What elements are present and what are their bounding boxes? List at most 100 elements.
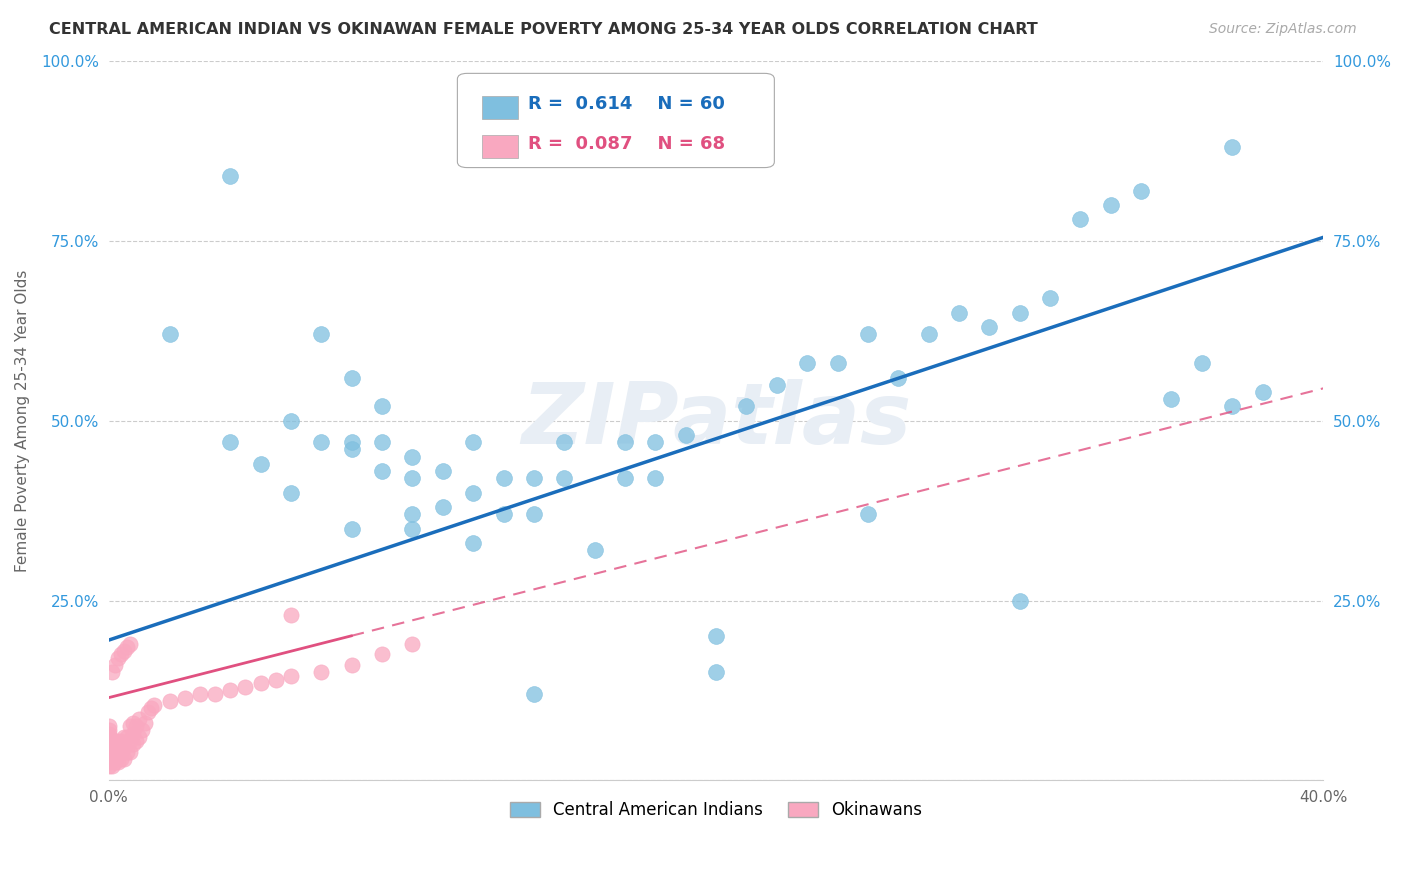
Point — [97, 740, 120, 755]
Point — [143, 698, 166, 712]
Point — [107, 733, 129, 747]
Point — [136, 705, 159, 719]
Point — [110, 752, 132, 766]
Point — [1160, 392, 1182, 406]
Point — [219, 683, 242, 698]
Point — [120, 733, 142, 747]
Point — [97, 759, 120, 773]
Point — [1220, 140, 1243, 154]
Point — [583, 543, 606, 558]
Point — [704, 665, 727, 680]
Point — [122, 726, 145, 740]
Point — [1130, 184, 1153, 198]
Point — [523, 687, 546, 701]
Point — [112, 740, 135, 755]
Legend: Central American Indians, Okinawans: Central American Indians, Okinawans — [503, 795, 929, 826]
Point — [97, 730, 120, 744]
Point — [340, 658, 363, 673]
Point — [219, 435, 242, 450]
Point — [979, 320, 1001, 334]
Point — [463, 536, 485, 550]
Point — [249, 676, 271, 690]
Point — [917, 327, 939, 342]
Point — [235, 680, 257, 694]
Point — [125, 733, 148, 747]
Point — [115, 745, 138, 759]
Point — [128, 712, 150, 726]
Point — [463, 435, 485, 450]
Point — [97, 756, 120, 770]
Point — [120, 745, 142, 759]
Y-axis label: Female Poverty Among 25-34 Year Olds: Female Poverty Among 25-34 Year Olds — [15, 269, 30, 572]
Point — [104, 733, 127, 747]
Point — [141, 701, 163, 715]
Point — [134, 715, 156, 730]
Point — [887, 370, 910, 384]
Point — [101, 752, 124, 766]
Point — [1251, 384, 1274, 399]
Point — [371, 648, 394, 662]
Point — [110, 745, 132, 759]
Point — [492, 471, 515, 485]
Point — [112, 644, 135, 658]
Point — [340, 442, 363, 457]
Point — [614, 435, 637, 450]
Point — [159, 694, 181, 708]
Point — [115, 730, 138, 744]
Point — [159, 327, 181, 342]
FancyBboxPatch shape — [457, 73, 775, 168]
Point — [523, 507, 546, 521]
Point — [1099, 198, 1122, 212]
Point — [827, 356, 849, 370]
Point — [280, 485, 302, 500]
Point — [432, 464, 454, 478]
Point — [280, 607, 302, 622]
Point — [280, 414, 302, 428]
Point — [523, 471, 546, 485]
Point — [280, 669, 302, 683]
Point — [97, 737, 120, 751]
Point — [112, 730, 135, 744]
Bar — [482, 136, 517, 158]
Point — [704, 630, 727, 644]
Point — [311, 665, 333, 680]
Point — [340, 435, 363, 450]
Point — [492, 507, 515, 521]
Point — [122, 737, 145, 751]
Point — [101, 759, 124, 773]
Point — [1008, 593, 1031, 607]
Text: Source: ZipAtlas.com: Source: ZipAtlas.com — [1209, 22, 1357, 37]
Point — [856, 327, 879, 342]
Point — [101, 665, 124, 680]
Point — [249, 457, 271, 471]
Point — [204, 687, 226, 701]
Point — [371, 400, 394, 414]
Point — [371, 464, 394, 478]
Point — [120, 719, 142, 733]
Point — [371, 435, 394, 450]
Point — [107, 756, 129, 770]
Point — [311, 435, 333, 450]
Point — [104, 756, 127, 770]
Point — [463, 485, 485, 500]
Point — [107, 748, 129, 763]
Point — [765, 377, 787, 392]
Point — [173, 690, 195, 705]
Point — [131, 723, 153, 737]
Point — [125, 719, 148, 733]
Point — [97, 745, 120, 759]
Point — [97, 719, 120, 733]
Point — [614, 471, 637, 485]
Point — [553, 435, 575, 450]
Point — [122, 715, 145, 730]
Point — [110, 733, 132, 747]
Point — [104, 748, 127, 763]
Point — [553, 471, 575, 485]
Point — [401, 471, 423, 485]
Point — [107, 651, 129, 665]
Point — [432, 500, 454, 514]
Text: CENTRAL AMERICAN INDIAN VS OKINAWAN FEMALE POVERTY AMONG 25-34 YEAR OLDS CORRELA: CENTRAL AMERICAN INDIAN VS OKINAWAN FEMA… — [49, 22, 1038, 37]
Point — [1039, 292, 1062, 306]
Point — [1008, 306, 1031, 320]
Point — [101, 737, 124, 751]
